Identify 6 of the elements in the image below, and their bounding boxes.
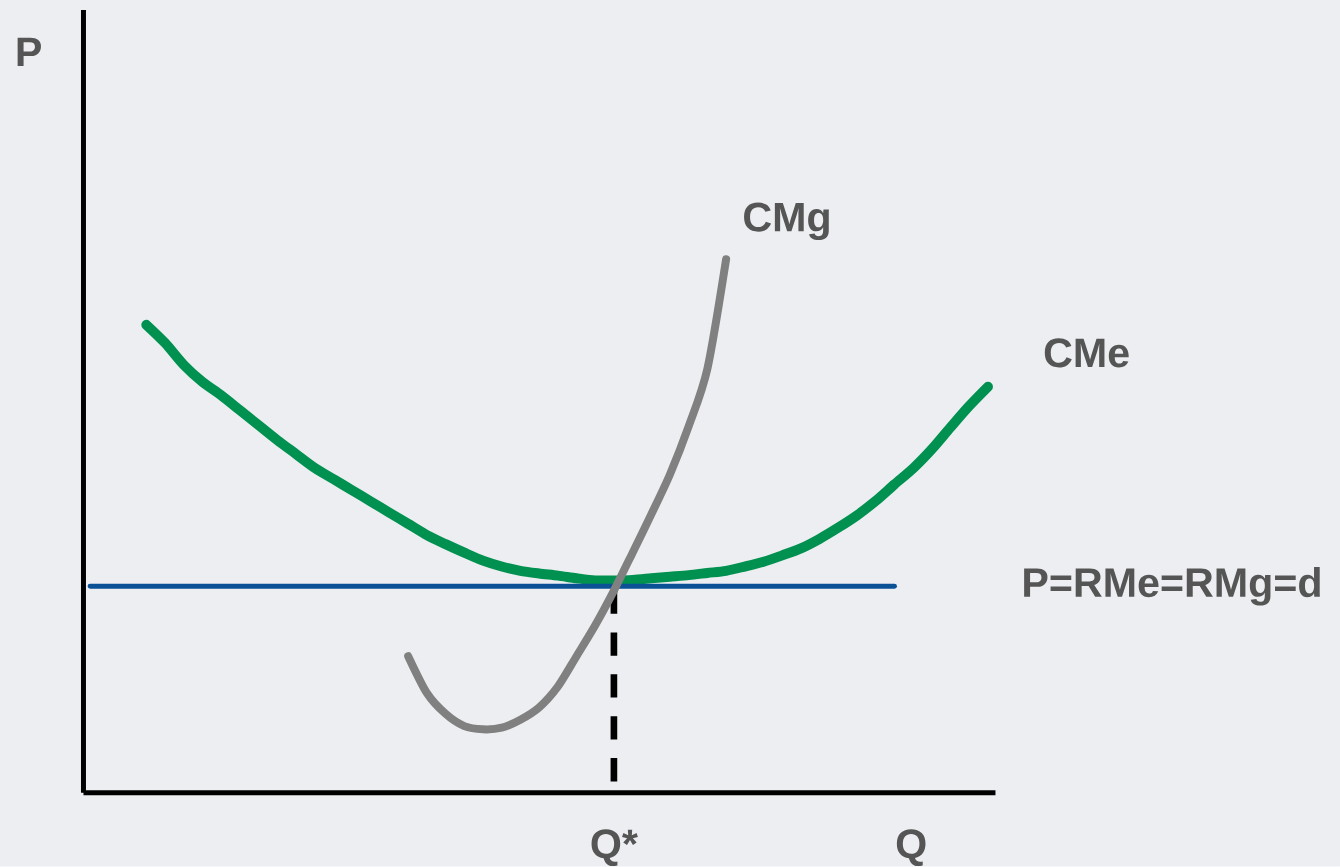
series-label: CMe [1044, 338, 1129, 368]
x-axis-title: Q [896, 829, 926, 867]
text: P=RMe=RMg=d [1024, 567, 1320, 606]
y-axis-title: P [17, 37, 41, 67]
series-label: CMg [744, 202, 829, 241]
text: Q* [591, 829, 638, 867]
